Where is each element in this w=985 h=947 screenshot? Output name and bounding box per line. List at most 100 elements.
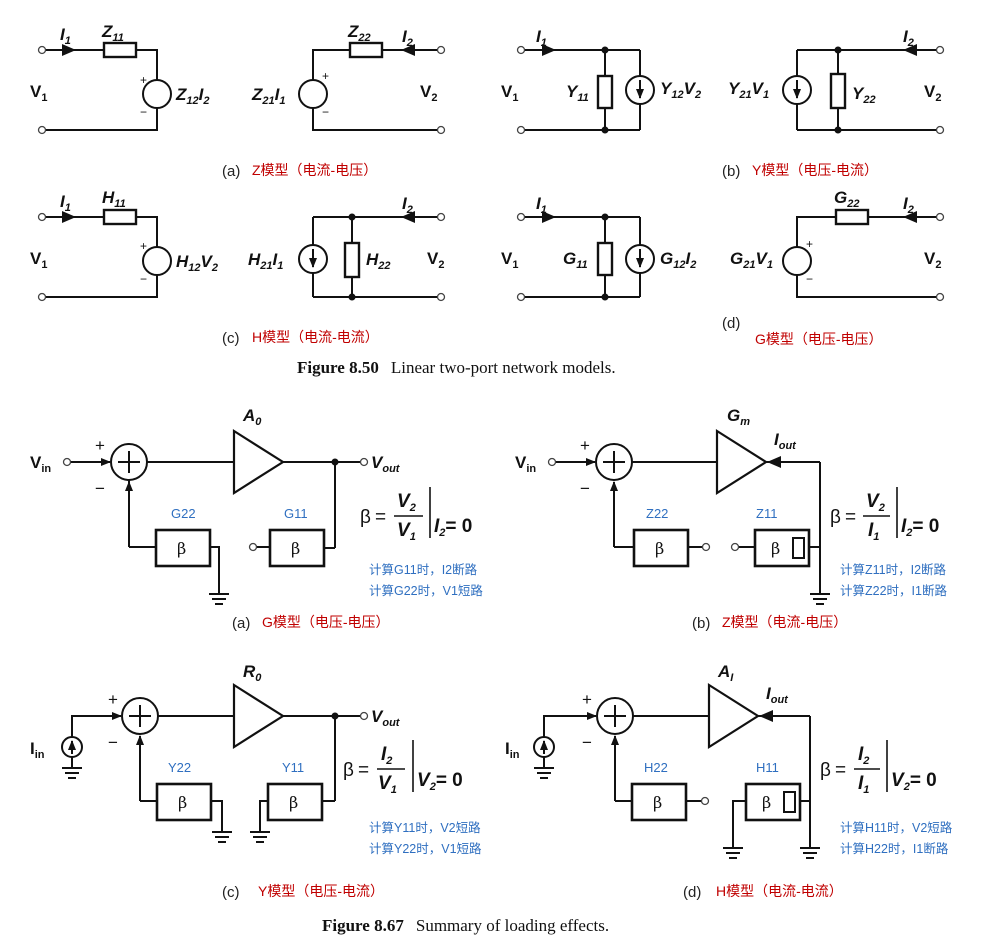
- svg-text:V1: V1: [378, 773, 397, 796]
- svg-text:−: −: [322, 105, 329, 119]
- z21-source-label: Z21I1: [251, 85, 286, 107]
- svg-text:+: +: [580, 436, 590, 455]
- svg-text:I1: I1: [60, 192, 71, 214]
- svg-text:(c): (c): [222, 884, 240, 901]
- g22-label: G22: [834, 188, 859, 210]
- svg-text:Gm: Gm: [727, 406, 750, 428]
- svg-text:Iout: Iout: [766, 684, 789, 706]
- fig850-caption: Figure 8.50 Linear two-port network model…: [297, 358, 616, 377]
- svg-text:V2: V2: [924, 249, 941, 271]
- svg-text:Y模型（电压-电流）: Y模型（电压-电流）: [752, 162, 878, 178]
- svg-text:+: +: [806, 237, 813, 251]
- svg-text:I2: I2: [858, 744, 869, 767]
- svg-text:β: β: [762, 793, 771, 812]
- svg-text:计算H22时，I1断路: 计算H22时，I1断路: [840, 841, 949, 856]
- svg-text:β: β: [360, 507, 371, 528]
- svg-text:(c): (c): [222, 330, 240, 347]
- svg-text:计算Y22时，V1短路: 计算Y22时，V1短路: [369, 841, 482, 856]
- svg-text:β: β: [771, 539, 780, 558]
- svg-text:R0: R0: [243, 662, 262, 684]
- svg-text:H模型（电流-电流）: H模型（电流-电流）: [252, 329, 379, 345]
- z11-label: Z11: [101, 22, 124, 44]
- port2-voltage: V2: [420, 82, 437, 104]
- svg-text:=: =: [835, 760, 846, 781]
- svg-text:β: β: [653, 793, 662, 812]
- svg-text:−: −: [806, 272, 813, 286]
- h12-source-label: H12V2: [176, 252, 218, 274]
- fig850-panel-b: I1 V1 Y11 Y12V2 I2 V2 Y21V1 Y22 (b) Y模型（…: [501, 27, 945, 180]
- port1-current: I1: [60, 25, 71, 47]
- h11-label: H11: [102, 188, 126, 210]
- svg-text:Iin: Iin: [505, 739, 520, 761]
- svg-text:−: −: [108, 733, 118, 752]
- svg-text:Vout: Vout: [371, 707, 401, 729]
- svg-text:V2: V2: [924, 82, 941, 104]
- svg-text:+: +: [140, 239, 147, 253]
- port1-voltage: V1: [30, 82, 47, 104]
- svg-text:+: +: [140, 73, 147, 87]
- z12-source-label: Z12I2: [175, 85, 210, 107]
- svg-text:V1: V1: [501, 82, 518, 104]
- svg-text:V2= 0: V2= 0: [417, 770, 463, 793]
- svg-text:=: =: [375, 507, 386, 528]
- svg-text:计算H11时，V2短路: 计算H11时，V2短路: [840, 820, 953, 835]
- svg-text:I2: I2: [402, 194, 413, 216]
- y21-source-label: Y21V1: [728, 79, 769, 101]
- svg-text:H22: H22: [644, 760, 668, 775]
- svg-text:+: +: [95, 436, 105, 455]
- svg-text:Z22: Z22: [646, 506, 668, 521]
- g11-label: G11: [563, 249, 588, 271]
- svg-text:I1: I1: [536, 27, 547, 49]
- fig850-panel-a: + − I1 Z11 V1 Z12I2 + − I2 Z22 Z21I1 V2 …: [30, 22, 446, 180]
- amp-label: A0: [242, 406, 262, 428]
- panel-title: Z模型（电流-电压）: [252, 162, 377, 178]
- svg-text:(d): (d): [683, 884, 701, 901]
- svg-text:β: β: [343, 760, 354, 781]
- svg-text:I1: I1: [536, 194, 547, 216]
- svg-text:Y模型（电压-电流）: Y模型（电压-电流）: [258, 883, 384, 899]
- svg-text:=: =: [358, 760, 369, 781]
- svg-text:−: −: [95, 479, 105, 498]
- fig867-panel-b: Vin + − Gm Iout β β Z22 Z11 β = V2: [515, 406, 947, 632]
- svg-text:计算G22时，V1短路: 计算G22时，V1短路: [369, 583, 483, 598]
- svg-text:(d): (d): [722, 315, 740, 332]
- svg-text:V2: V2: [427, 249, 444, 271]
- svg-text:计算Z22时，I1断路: 计算Z22时，I1断路: [840, 583, 947, 598]
- svg-text:Y11: Y11: [282, 760, 304, 775]
- svg-text:Vin: Vin: [515, 453, 536, 475]
- fig867-panel-d: Iin + − AI Iout β β: [505, 662, 953, 901]
- svg-text:+: +: [322, 69, 329, 83]
- svg-text:G22: G22: [171, 506, 196, 521]
- svg-text:Y22: Y22: [168, 760, 191, 775]
- svg-text:计算G11时，I2断路: 计算G11时，I2断路: [369, 562, 478, 577]
- svg-text:β: β: [820, 760, 831, 781]
- svg-text:β: β: [830, 507, 841, 528]
- g12-source-label: G12I2: [660, 249, 696, 271]
- panel-tag: (a): [222, 163, 240, 180]
- svg-text:β: β: [289, 793, 298, 812]
- svg-text:−: −: [140, 272, 147, 286]
- fig867-panel-a: Vin + − A0 Vout β β G22 G11 β = V2: [30, 406, 483, 632]
- fig867-caption: Figure 8.67 Summary of loading effects.: [322, 916, 609, 935]
- svg-text:β: β: [177, 539, 186, 558]
- fig850-panel-d: I1 V1 G11 G12I2 + − I2 G22 G21V1 V2 (d) …: [501, 188, 945, 347]
- svg-text:计算Y11时，V2短路: 计算Y11时，V2短路: [369, 820, 481, 835]
- svg-text:V2: V2: [866, 491, 885, 514]
- svg-text:I2: I2: [381, 744, 392, 767]
- h21-source-label: H21I1: [248, 250, 283, 272]
- svg-text:−: −: [582, 733, 592, 752]
- svg-text:I2: I2: [903, 27, 914, 49]
- fig867-panel-c: Iin + − R0 Vout β β Y2: [30, 662, 482, 901]
- svg-text:H模型（电流-电流）: H模型（电流-电流）: [716, 883, 843, 899]
- g21-source-label: G21V1: [730, 249, 773, 271]
- svg-text:Vout: Vout: [371, 453, 401, 475]
- svg-text:(a): (a): [232, 615, 250, 632]
- svg-text:I1: I1: [858, 773, 869, 796]
- svg-text:G模型（电压-电压）: G模型（电压-电压）: [262, 614, 390, 630]
- fig850-panel-c: + − I1 H11 V1 H12V2 I2 V2 H21I1 H22 (c) …: [30, 188, 446, 347]
- svg-text:V1: V1: [501, 249, 518, 271]
- svg-text:G模型（电压-电压）: G模型（电压-电压）: [755, 331, 883, 347]
- svg-text:β: β: [291, 539, 300, 558]
- h22-label: H22: [366, 250, 391, 272]
